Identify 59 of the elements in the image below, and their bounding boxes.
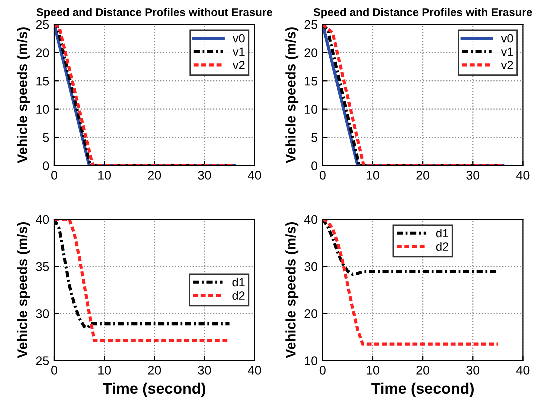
x-tick-label: 40 bbox=[516, 171, 530, 180]
y-tick-label: 0 bbox=[43, 162, 50, 171]
y-tick-label: 5 bbox=[43, 134, 50, 142]
x-tick-label: 40 bbox=[516, 366, 530, 375]
y-tick-label: 20 bbox=[304, 310, 318, 318]
y-tick-label: 20 bbox=[304, 48, 318, 58]
legend-label: v2 bbox=[232, 61, 245, 70]
x-tick-label: 20 bbox=[148, 171, 162, 180]
chart-title: Speed and Distance Profiles with Erasure bbox=[314, 8, 532, 19]
x-tick-label: 0 bbox=[320, 366, 326, 375]
legend-label: v0 bbox=[501, 34, 514, 43]
y-tick-label: 25 bbox=[36, 356, 50, 366]
legend-label: v2 bbox=[501, 61, 514, 70]
y-axis-title: Vehicle speeds (m/s) bbox=[17, 222, 30, 358]
x-axis-title: Time (second) bbox=[372, 382, 474, 398]
legend-label: v0 bbox=[232, 34, 245, 43]
legend-label: d1 bbox=[232, 278, 245, 287]
x-tick-label: 10 bbox=[366, 171, 380, 180]
legend-label: v1 bbox=[232, 48, 245, 56]
x-tick-label: 0 bbox=[52, 366, 58, 375]
y-tick-label: 15 bbox=[36, 77, 50, 86]
x-tick-label: 10 bbox=[366, 366, 380, 375]
x-tick-label: 10 bbox=[98, 171, 112, 180]
x-tick-label: 0 bbox=[320, 171, 326, 180]
legend-label: v1 bbox=[501, 48, 514, 56]
y-tick-label: 5 bbox=[312, 134, 318, 142]
legend-label: d2 bbox=[232, 291, 245, 300]
x-axis-title: Time (second) bbox=[103, 382, 206, 398]
x-tick-label: 10 bbox=[98, 366, 112, 375]
y-tick-label: 20 bbox=[36, 48, 50, 58]
x-tick-label: 20 bbox=[416, 171, 430, 180]
x-tick-label: 40 bbox=[248, 366, 262, 375]
legend-label: d1 bbox=[436, 228, 449, 238]
x-tick-label: 20 bbox=[148, 366, 162, 375]
y-axis-title: Vehicle speeds (m/s) bbox=[286, 222, 299, 358]
x-tick-label: 40 bbox=[248, 171, 262, 180]
chart-title: Speed and Distance Profiles without Erasure bbox=[36, 8, 273, 19]
y-tick-label: 35 bbox=[36, 262, 50, 272]
y-tick-label: 30 bbox=[304, 262, 318, 272]
x-tick-label: 30 bbox=[466, 366, 480, 375]
y-tick-label: 40 bbox=[36, 215, 50, 224]
y-tick-label: 15 bbox=[305, 77, 318, 86]
y-tick-label: 10 bbox=[305, 105, 318, 114]
x-tick-label: 30 bbox=[198, 366, 212, 375]
legend-label: d2 bbox=[436, 242, 449, 252]
y-tick-label: 25 bbox=[36, 20, 50, 30]
x-tick-label: 0 bbox=[52, 171, 58, 180]
y-tick-label: 30 bbox=[36, 310, 50, 318]
y-axis-title: Vehicle speeds (m/s) bbox=[17, 28, 30, 164]
y-tick-label: 0 bbox=[312, 162, 318, 171]
x-tick-label: 20 bbox=[416, 366, 430, 375]
line-series bbox=[322, 220, 500, 346]
x-tick-label: 30 bbox=[198, 171, 212, 180]
y-tick-label: 10 bbox=[305, 356, 318, 366]
y-tick-label: 25 bbox=[304, 20, 318, 30]
y-tick-label: 10 bbox=[36, 105, 50, 114]
y-tick-label: 40 bbox=[304, 215, 318, 224]
x-tick-label: 30 bbox=[466, 171, 480, 180]
y-axis-title: Vehicle speeds (m/s) bbox=[286, 28, 299, 164]
